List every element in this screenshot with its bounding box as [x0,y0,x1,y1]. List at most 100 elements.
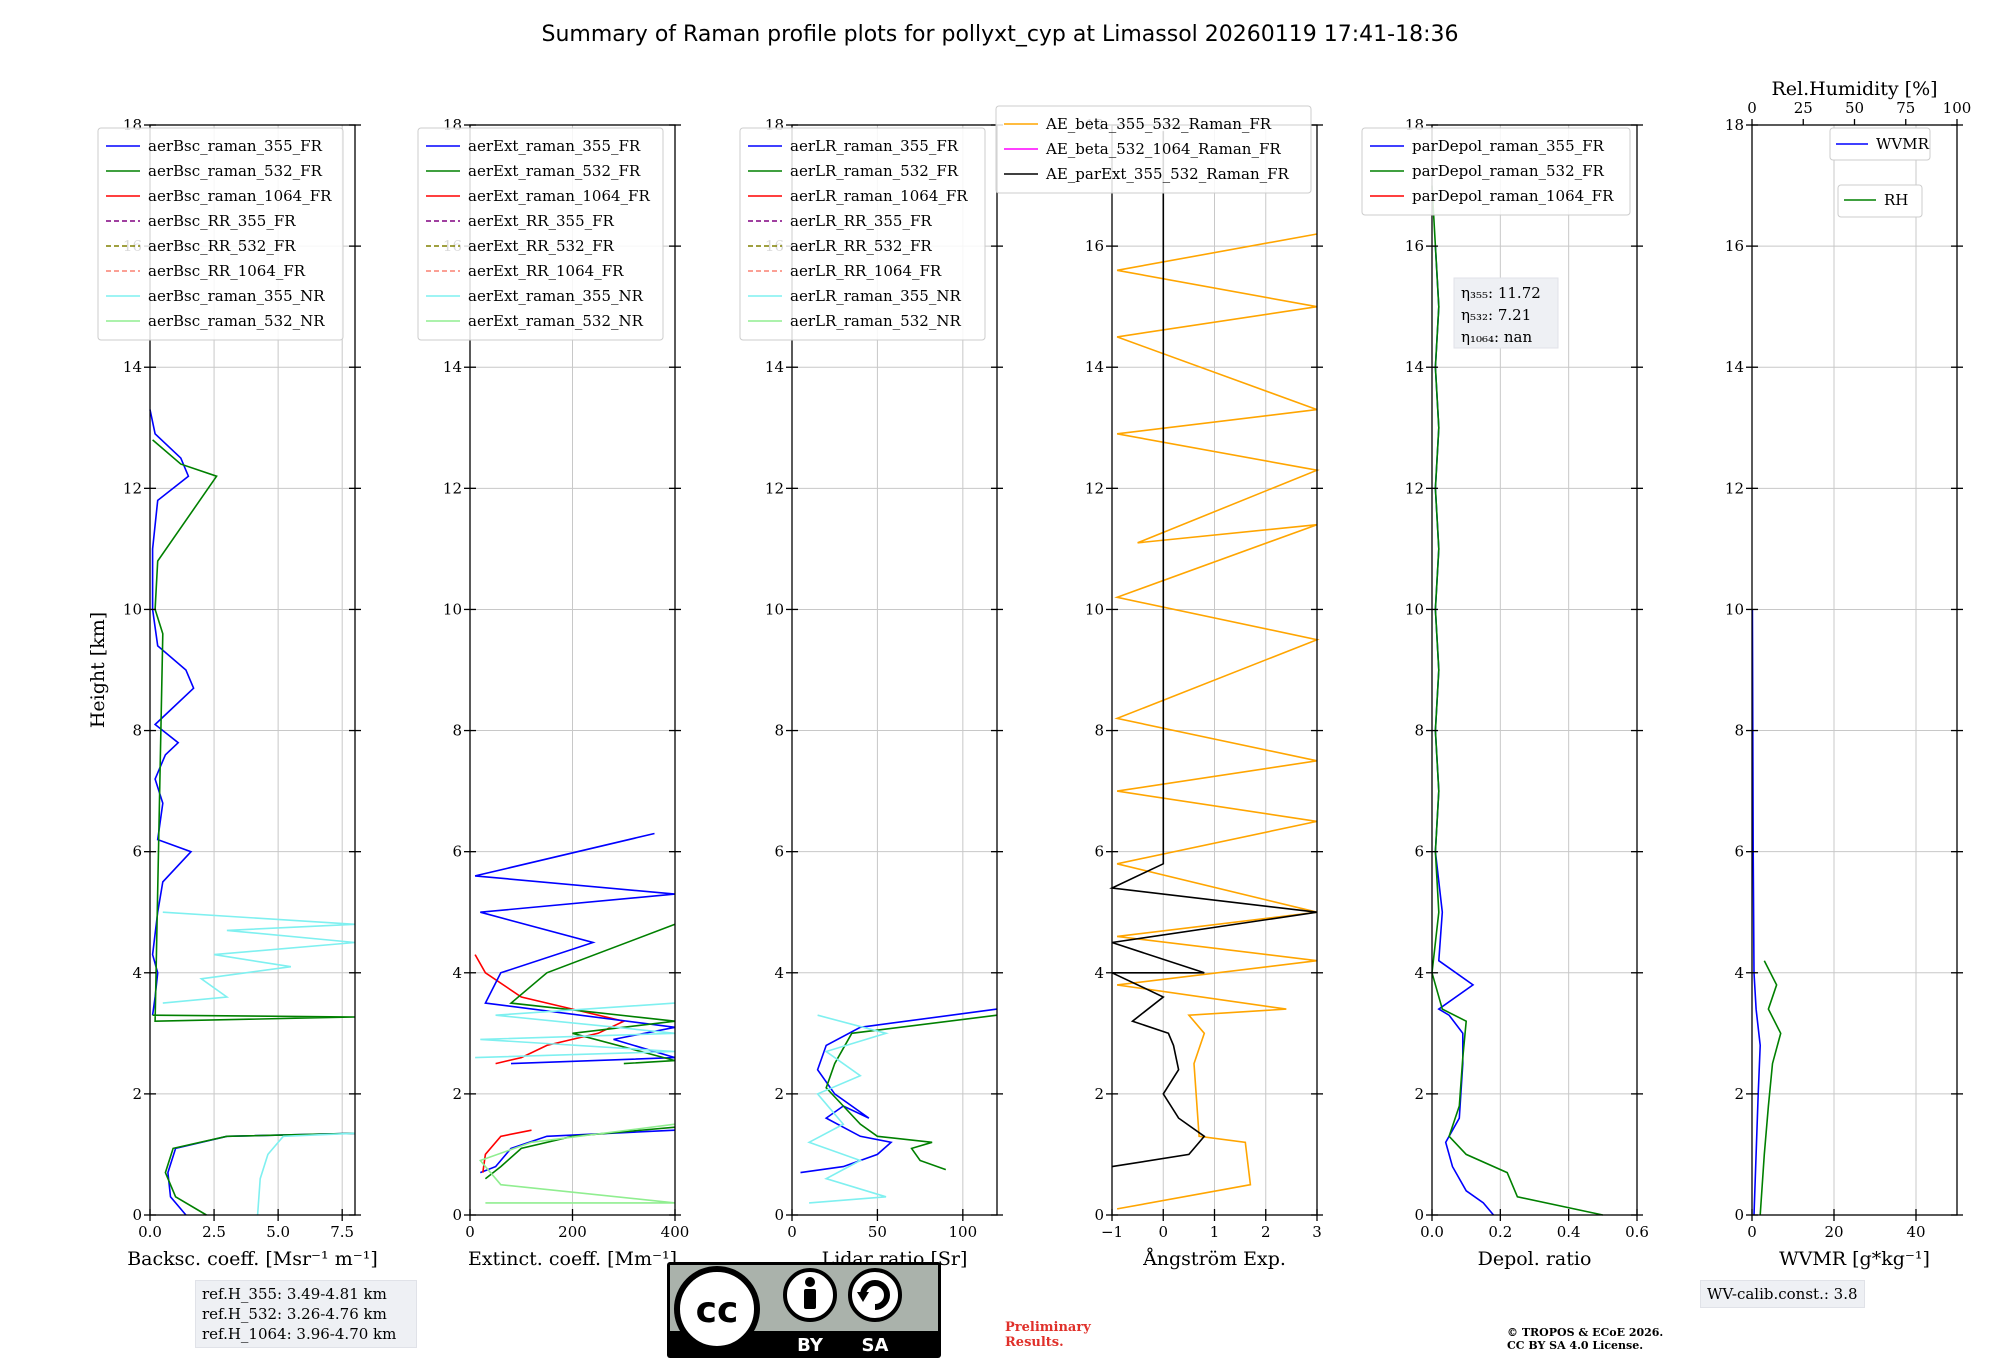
top-x-tick-label: 75 [1896,99,1915,117]
y-tick-label: 8 [132,722,142,740]
legend-entry: aerLR_raman_355_NR [790,287,961,305]
ref-height-355: ref.H_355: 3.49-4.81 km [202,1285,387,1303]
series-line-aerBsc_raman_532_FR [164,1132,356,1216]
series-line-aerBsc_raman_355_FR [149,409,195,1016]
cc-text: cc [696,1290,739,1331]
x-axis-label: Backsc. coeff. [Msr⁻¹ m⁻¹] [127,1248,378,1270]
x-tick-label: 0 [465,1223,475,1241]
legend-entry: aerLR_raman_532_NR [790,312,961,330]
legend-entry: aerBsc_raman_355_NR [148,287,325,305]
y-tick-label: 4 [132,964,142,982]
copyright-note: © TROPOS & ECoE 2026. CC BY SA 4.0 Licen… [1507,1326,1663,1352]
x-tick-label: 0.6 [1625,1223,1649,1241]
legend-entry: parDepol_raman_532_FR [1412,162,1605,180]
plot-frame [1431,124,1638,1216]
x-tick-label: 1 [1210,1223,1220,1241]
legend-entry: AE_beta_532_1064_Raman_FR [1045,140,1281,158]
plot-frame [791,124,998,1216]
series-line-aerExt_raman_532_FR [484,1126,676,1180]
x-tick-label: 400 [661,1223,690,1241]
y-tick-label: 12 [1085,479,1104,497]
y-tick-label: 0 [774,1206,784,1224]
y-tick-label: 4 [452,964,462,982]
x-tick-label: 2 [1261,1223,1271,1241]
series-line-aerExt_raman_355_FR [474,832,676,1065]
sa-arc [860,1280,890,1310]
x-tick-label: 7.5 [330,1223,354,1241]
legend-entry: aerLR_RR_355_FR [790,212,932,230]
legend-entry: aerBsc_raman_355_FR [148,137,323,155]
series-line-aerExt_raman_532_NR [478,1123,676,1204]
y-tick-label: 16 [1725,237,1744,255]
y-tick-label: 2 [1094,1085,1104,1103]
y-tick-label: 4 [1094,964,1104,982]
x-tick-label: 0.4 [1557,1223,1581,1241]
y-tick-label: 12 [1405,479,1424,497]
sa-share-icon [848,1268,902,1322]
wv-calib-text: WV-calib.const.: 3.8 [1707,1285,1858,1303]
by-label: BY [797,1335,824,1356]
y-tick-label: 10 [1405,600,1424,618]
y-tick-label: 0 [452,1206,462,1224]
eta-box [1453,277,1559,349]
y-tick-label: 8 [1414,722,1424,740]
series-line-WVMR [1751,609,1762,1216]
legend-entry: aerExt_raman_532_FR [468,162,641,180]
top-x-tick-label: 25 [1794,99,1813,117]
y-tick-label: 16 [1405,237,1424,255]
y-tick-label: 10 [123,600,142,618]
legend-entry: aerExt_raman_1064_FR [468,187,650,205]
x-tick-label: 200 [558,1223,587,1241]
legend-box [995,105,1312,194]
legend-entry: aerLR_RR_532_FR [790,237,932,255]
legend-entry: aerBsc_raman_1064_FR [148,187,332,205]
x-tick-label: 0 [1747,1223,1757,1241]
legend-entry: parDepol_raman_355_FR [1412,137,1605,155]
cc-circle-icon [674,1266,760,1352]
legend-entry: RH [1884,191,1908,209]
y-tick-label: 14 [1085,358,1104,376]
series-line-AE_beta_355_532_Raman_FR [1114,233,1320,1210]
figure-title: Summary of Raman profile plots for polly… [541,22,1459,47]
y-tick-label: 10 [765,600,784,618]
y-tick-label: 12 [123,479,142,497]
eta-label: η₅₃₂: 7.21 [1461,306,1531,324]
x-tick-label: 5.0 [266,1223,290,1241]
y-tick-label: 6 [1414,843,1424,861]
x-tick-label: 100 [949,1223,978,1241]
y-tick-label: 6 [1094,843,1104,861]
series-line-AE_parExt_355_532_Raman_FR [1109,131,1318,1168]
top-x-tick-label: 50 [1845,99,1864,117]
x-tick-label: 0 [787,1223,797,1241]
plot-frame [1751,124,1958,1216]
y-tick-label: 0 [1734,1206,1744,1224]
sa-arrow [857,1292,869,1302]
y-tick-label: 4 [1734,964,1744,982]
legend-entry: aerExt_RR_532_FR [468,237,615,255]
wv-calib-box: WV-calib.const.: 3.8 [1700,1280,1865,1308]
y-tick-label: 8 [452,722,462,740]
ref-heights-box: ref.H_355: 3.49-4.81 km ref.H_532: 3.26-… [195,1280,417,1348]
eta-label: η₁₀₆₄: nan [1461,328,1532,346]
y-tick-label: 14 [1405,358,1424,376]
legend-entry: aerExt_raman_532_NR [468,312,644,330]
y-tick-label: 0 [132,1206,142,1224]
y-tick-label: 16 [1085,237,1104,255]
x-tick-label: −1 [1101,1223,1123,1241]
legend-entry: parDepol_raman_1064_FR [1412,187,1614,205]
by-person-body [804,1289,816,1309]
top-x-tick-label: 100 [1943,99,1972,117]
x-tick-label: 2.5 [202,1223,226,1241]
copyright-line-1: © TROPOS & ECoE 2026. [1507,1326,1664,1339]
series-line-RH [1759,960,1782,1216]
legend-entry: aerExt_raman_355_NR [468,287,644,305]
x-tick-label: 0.2 [1488,1223,1512,1241]
y-tick-label: 2 [1734,1085,1744,1103]
y-tick-label: 2 [774,1085,784,1103]
eta-label: η₃₅₅: 11.72 [1461,284,1541,302]
y-tick-label: 8 [1734,722,1744,740]
preliminary-note: Preliminary Results. [1005,1320,1091,1350]
x-axis-label: Ångström Exp. [1142,1248,1286,1270]
legend-entry: aerLR_raman_355_FR [790,137,959,155]
legend-box-wvmr [1829,127,1931,161]
